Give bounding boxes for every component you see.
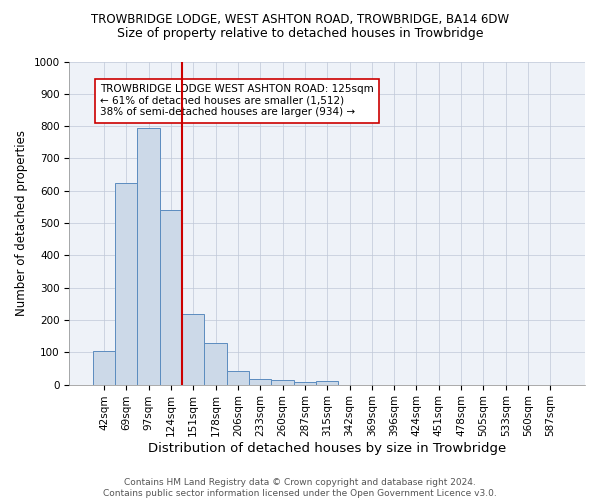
Bar — [316, 382, 338, 384]
Text: TROWBRIDGE LODGE, WEST ASHTON ROAD, TROWBRIDGE, BA14 6DW: TROWBRIDGE LODGE, WEST ASHTON ROAD, TROW… — [91, 12, 509, 26]
Bar — [205, 342, 227, 384]
Bar — [93, 351, 115, 384]
Bar — [294, 382, 316, 384]
Bar — [160, 210, 182, 384]
Bar — [271, 380, 294, 384]
Bar — [227, 370, 249, 384]
Bar — [182, 314, 205, 384]
Text: Size of property relative to detached houses in Trowbridge: Size of property relative to detached ho… — [117, 28, 483, 40]
Bar — [249, 379, 271, 384]
Y-axis label: Number of detached properties: Number of detached properties — [15, 130, 28, 316]
Bar — [115, 182, 137, 384]
Bar — [137, 128, 160, 384]
X-axis label: Distribution of detached houses by size in Trowbridge: Distribution of detached houses by size … — [148, 442, 506, 455]
Text: Contains HM Land Registry data © Crown copyright and database right 2024.
Contai: Contains HM Land Registry data © Crown c… — [103, 478, 497, 498]
Text: TROWBRIDGE LODGE WEST ASHTON ROAD: 125sqm
← 61% of detached houses are smaller (: TROWBRIDGE LODGE WEST ASHTON ROAD: 125sq… — [100, 84, 374, 117]
